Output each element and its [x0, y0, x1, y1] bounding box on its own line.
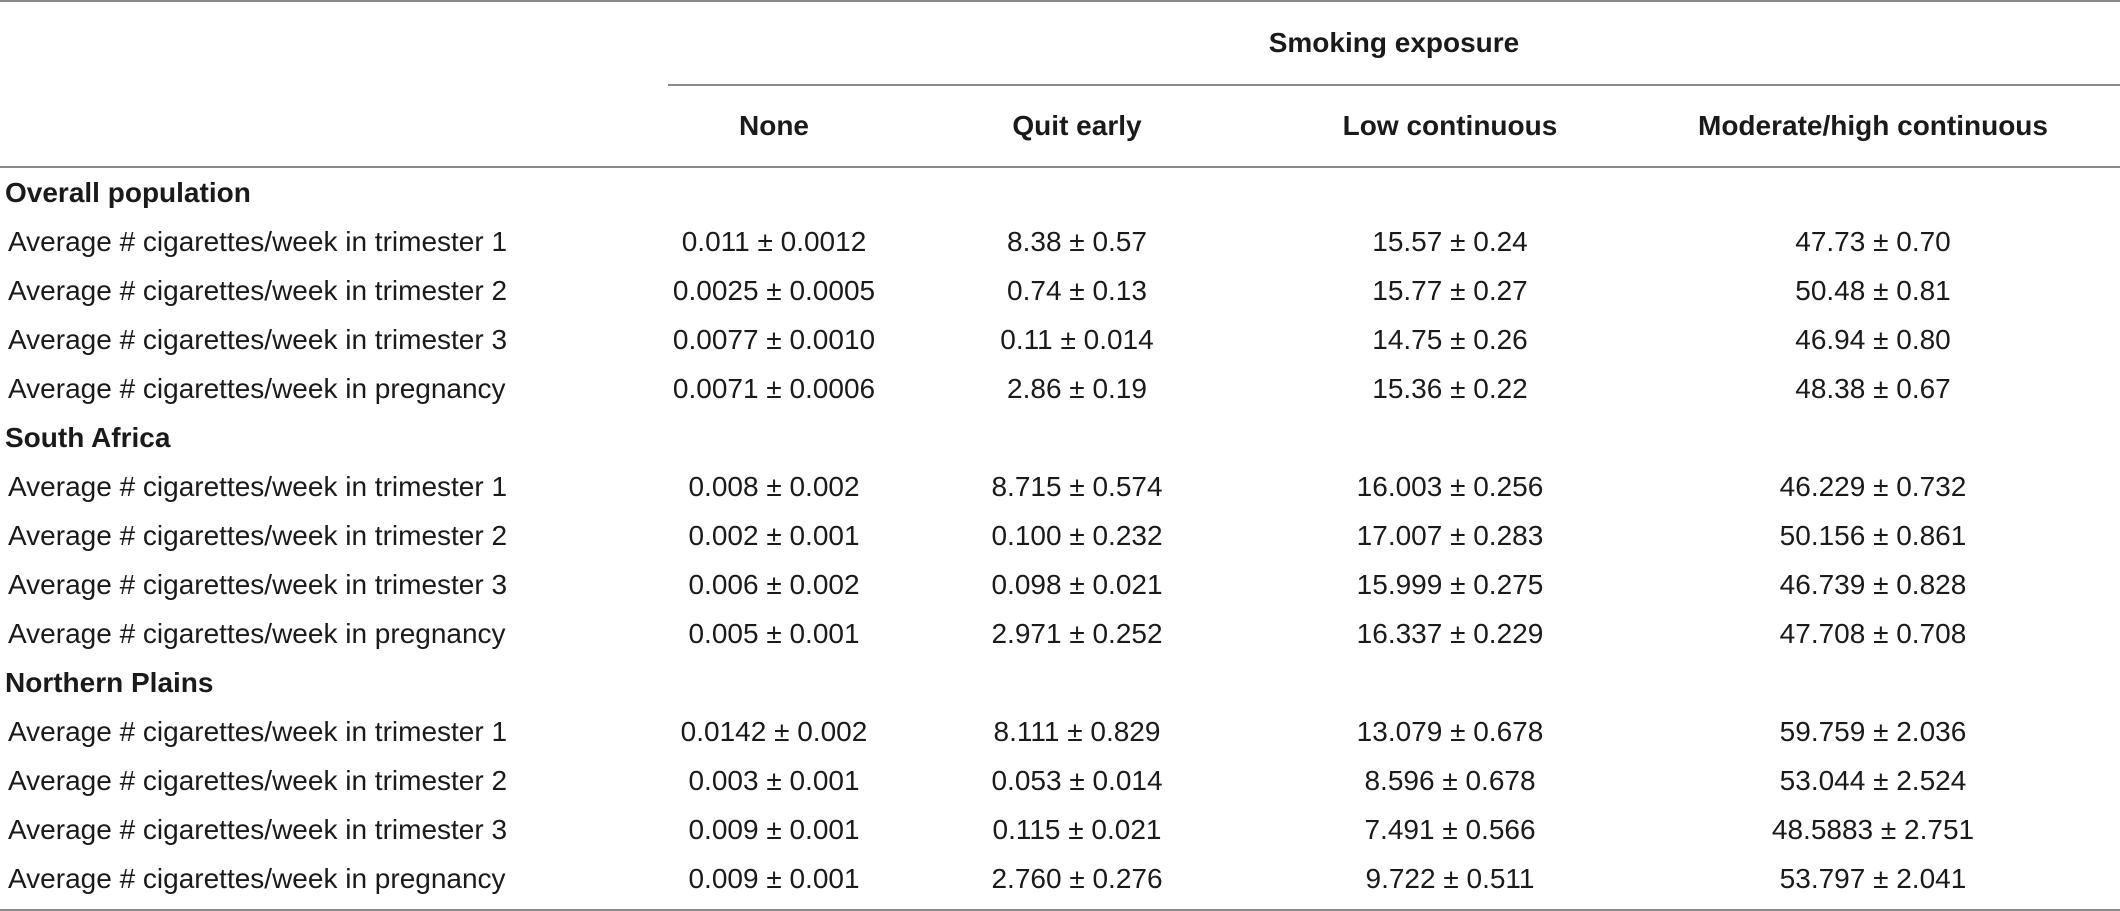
value-cell: 53.797 ± 2.041	[1779, 862, 1967, 894]
column-header-none: None	[668, 86, 880, 168]
table-row: Average # cigarettes/week in pregnancy 0.…	[0, 609, 2120, 658]
value-cell: 8.596 ± 0.678	[1364, 764, 1536, 796]
value-cell: 48.5883 ± 2.751	[1771, 813, 1975, 845]
table-row: Average # cigarettes/week in trimester 1…	[0, 707, 2120, 756]
value-cell: 8.38 ± 0.57	[1007, 225, 1147, 257]
section-title: South Africa	[5, 421, 171, 453]
value-cell: 48.38 ± 0.67	[1795, 372, 1951, 404]
value-cell: 0.0077 ± 0.0010	[672, 323, 876, 355]
column-header-row: None Quit early Low continuous Moderate/…	[0, 86, 2120, 168]
value-cell: 0.002 ± 0.001	[688, 519, 860, 551]
section-row: South Africa	[0, 413, 2120, 462]
row-label: Average # cigarettes/week in trimester 3	[8, 568, 508, 600]
table-row: Average # cigarettes/week in trimester 2…	[0, 511, 2120, 560]
row-label: Average # cigarettes/week in trimester 3	[8, 813, 508, 845]
value-cell: 14.75 ± 0.26	[1372, 323, 1528, 355]
section-title: Northern Plains	[5, 666, 214, 698]
table-row: Average # cigarettes/week in trimester 3…	[0, 560, 2120, 609]
value-cell: 13.079 ± 0.678	[1356, 715, 1544, 747]
value-cell: 0.115 ± 0.021	[992, 813, 1162, 845]
table-row: Average # cigarettes/week in trimester 1…	[0, 217, 2120, 266]
value-cell: 16.003 ± 0.256	[1356, 470, 1544, 502]
value-cell: 0.098 ± 0.021	[991, 568, 1163, 600]
value-cell: 50.156 ± 0.861	[1779, 519, 1967, 551]
value-cell: 46.739 ± 0.828	[1779, 568, 1967, 600]
value-cell: 9.722 ± 0.511	[1365, 862, 1535, 894]
row-label: Average # cigarettes/week in trimester 2	[8, 274, 508, 306]
column-header-moderate-high-continuous: Moderate/high continuous	[1626, 86, 2120, 168]
value-cell: 0.0142 ± 0.002	[680, 715, 868, 747]
row-label: Average # cigarettes/week in trimester 1	[8, 225, 508, 257]
value-cell: 16.337 ± 0.229	[1356, 617, 1544, 649]
column-header-quit-early: Quit early	[880, 86, 1274, 168]
table-row: Average # cigarettes/week in trimester 2…	[0, 756, 2120, 805]
value-cell: 50.48 ± 0.81	[1795, 274, 1951, 306]
value-cell: 2.86 ± 0.19	[1007, 372, 1147, 404]
value-cell: 8.715 ± 0.574	[991, 470, 1163, 502]
value-cell: 0.005 ± 0.001	[688, 617, 860, 649]
row-label: Average # cigarettes/week in trimester 1	[8, 470, 508, 502]
value-cell: 47.708 ± 0.708	[1779, 617, 1967, 649]
table-row: Average # cigarettes/week in trimester 2…	[0, 266, 2120, 315]
value-cell: 2.760 ± 0.276	[991, 862, 1163, 894]
section-row: Overall population	[0, 167, 2120, 217]
table-row: Average # cigarettes/week in pregnancy 0.…	[0, 364, 2120, 413]
value-cell: 0.0025 ± 0.0005	[672, 274, 876, 306]
value-cell: 0.74 ± 0.13	[1007, 274, 1147, 306]
value-cell: 7.491 ± 0.566	[1364, 813, 1536, 845]
value-cell: 59.759 ± 2.036	[1779, 715, 1967, 747]
value-cell: 47.73 ± 0.70	[1795, 225, 1951, 257]
value-cell: 0.006 ± 0.002	[688, 568, 860, 600]
value-cell: 17.007 ± 0.283	[1356, 519, 1544, 551]
value-cell: 15.77 ± 0.27	[1372, 274, 1528, 306]
value-cell: 8.111 ± 0.829	[993, 715, 1161, 747]
row-label: Average # cigarettes/week in pregnancy	[8, 372, 506, 404]
table-row: Average # cigarettes/week in pregnancy 0.…	[0, 854, 2120, 903]
bottom-spacer	[0, 903, 2120, 910]
value-cell: 2.971 ± 0.252	[991, 617, 1163, 649]
value-cell: 0.011 ± 0.0012	[681, 225, 867, 257]
value-cell: 15.36 ± 0.22	[1372, 372, 1528, 404]
column-header-low-continuous: Low continuous	[1274, 86, 1626, 168]
group-header-row: Smoking exposure	[0, 2, 2120, 85]
row-label: Average # cigarettes/week in trimester 1	[8, 715, 508, 747]
value-cell: 15.999 ± 0.275	[1356, 568, 1544, 600]
value-cell: 0.11 ± 0.014	[1000, 323, 1154, 355]
stub-header-cell	[0, 86, 668, 168]
value-cell: 0.008 ± 0.002	[688, 470, 860, 502]
value-cell: 15.57 ± 0.24	[1372, 225, 1528, 257]
table-row: Average # cigarettes/week in trimester 1…	[0, 462, 2120, 511]
value-cell: 46.94 ± 0.80	[1795, 323, 1951, 355]
value-cell: 46.229 ± 0.732	[1779, 470, 1967, 502]
row-label: Average # cigarettes/week in trimester 2	[8, 519, 508, 551]
group-header-smoking-exposure: Smoking exposure	[1268, 27, 1520, 58]
section-title: Overall population	[5, 176, 251, 208]
value-cell: 0.100 ± 0.232	[991, 519, 1163, 551]
value-cell: 53.044 ± 2.524	[1779, 764, 1967, 796]
value-cell: 0.0071 ± 0.0006	[672, 372, 876, 404]
row-label: Average # cigarettes/week in trimester 3	[8, 323, 508, 355]
table-row: Average # cigarettes/week in trimester 3…	[0, 805, 2120, 854]
value-cell: 0.003 ± 0.001	[688, 764, 860, 796]
row-label: Average # cigarettes/week in trimester 2	[8, 764, 508, 796]
row-label: Average # cigarettes/week in pregnancy	[8, 617, 506, 649]
value-cell: 0.009 ± 0.001	[688, 862, 860, 894]
section-row: Northern Plains	[0, 658, 2120, 707]
row-label: Average # cigarettes/week in pregnancy	[8, 862, 506, 894]
stub-empty-cell	[0, 2, 668, 85]
value-cell: 0.053 ± 0.014	[991, 764, 1163, 796]
table-row: Average # cigarettes/week in trimester 3…	[0, 315, 2120, 364]
value-cell: 0.009 ± 0.001	[688, 813, 860, 845]
